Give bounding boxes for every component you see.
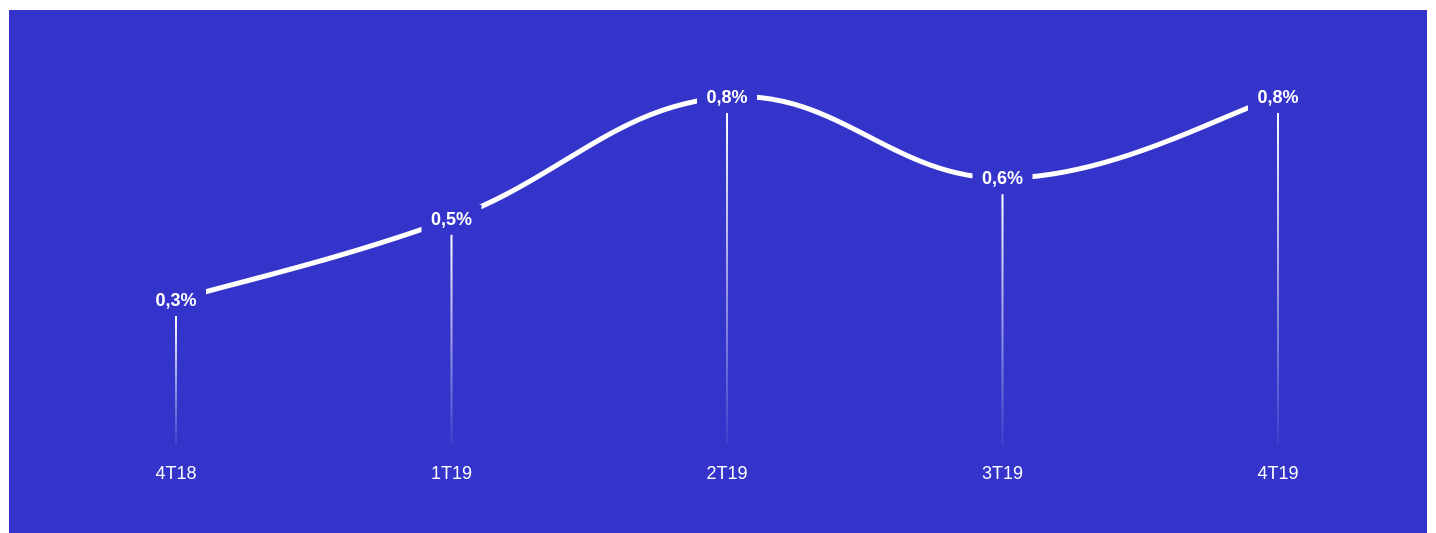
value-label: 0,5% xyxy=(431,209,472,229)
x-tick-label: 1T19 xyxy=(431,463,472,483)
value-label-bg xyxy=(1248,83,1308,111)
value-label-bg xyxy=(146,286,206,314)
drop-lines xyxy=(175,113,1279,445)
chart-panel: 0,3% 0,5% 0,8% 0,6% 0,8% 4T18 1T19 2T19 3T19 4T1… xyxy=(9,10,1427,533)
x-tick-label: 2T19 xyxy=(706,463,747,483)
x-tick-label: 4T18 xyxy=(155,463,196,483)
value-label: 0,3% xyxy=(155,290,196,310)
drop-line xyxy=(175,316,177,445)
x-tick-label: 3T19 xyxy=(982,463,1023,483)
x-tick-label: 4T19 xyxy=(1257,463,1298,483)
drop-line xyxy=(1001,194,1004,445)
drop-line xyxy=(726,113,728,445)
drop-line xyxy=(450,234,453,445)
value-label: 0,8% xyxy=(706,87,747,107)
value-label-bg xyxy=(421,204,482,233)
value-label-bg xyxy=(972,164,1033,193)
line-chart: 0,3%0,5%0,8%0,6%0,8% 4T18 1T19 2T19 3T19 4T1… xyxy=(146,83,1308,483)
value-label-bg xyxy=(697,83,757,111)
value-label: 0,8% xyxy=(1257,87,1298,107)
drop-line xyxy=(1277,113,1279,445)
x-axis-ticks: 4T18 1T19 2T19 3T19 4T19 xyxy=(155,463,1298,483)
value-labels: 0,3% 0,5% 0,8% 0,6% 0,8% xyxy=(146,83,1308,314)
value-label: 0,6% xyxy=(982,168,1023,188)
